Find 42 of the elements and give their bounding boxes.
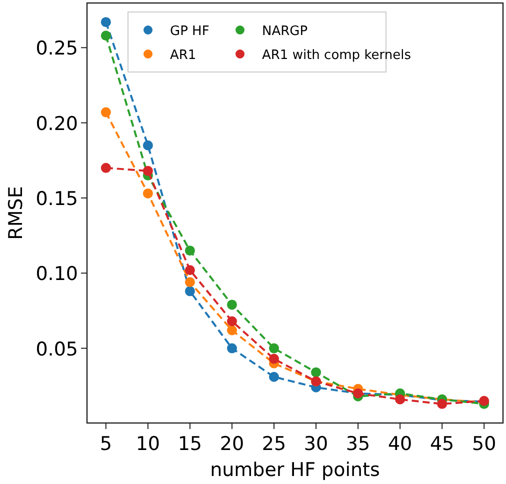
point: [226, 325, 237, 336]
point: [100, 17, 111, 28]
point: [395, 394, 406, 404]
x-tick-label: 20: [220, 433, 244, 455]
y-tick-label: 0.05: [36, 338, 78, 360]
point: [142, 166, 153, 176]
point: [226, 343, 237, 354]
point: [268, 354, 279, 364]
y-tick-label: 0.20: [36, 112, 78, 135]
legend-label: AR1 with comp kernels: [262, 48, 412, 63]
point: [184, 277, 195, 288]
point: [100, 162, 111, 173]
point: [100, 107, 111, 118]
x-tick-label: 10: [136, 433, 160, 455]
x-tick-label: 25: [262, 433, 286, 455]
legend-label: NARGP: [262, 24, 308, 39]
point: [268, 343, 279, 354]
x-tick-label: 5: [100, 433, 112, 455]
point: [184, 246, 195, 256]
point: [226, 316, 237, 326]
x-tick-label: 40: [388, 433, 412, 455]
x-tick-label: 50: [472, 433, 496, 455]
point: [311, 367, 322, 378]
x-tick-label: 35: [346, 433, 370, 455]
x-axis-title: number HF points: [210, 459, 380, 481]
point: [184, 286, 195, 296]
point: [226, 300, 237, 310]
legend-label: AR1: [170, 48, 196, 63]
legend-label: GP HF: [170, 24, 210, 39]
point: [100, 30, 111, 41]
x-tick-label: 45: [430, 433, 454, 455]
x-tick-label: 15: [178, 433, 202, 455]
point: [142, 140, 153, 150]
y-tick-label: 0.25: [36, 38, 78, 60]
x-tick-label: 30: [304, 433, 328, 455]
y-tick-label: 0.15: [36, 188, 78, 210]
y-tick-label: 0.10: [36, 263, 78, 286]
y-axis-title: RMSE: [5, 186, 27, 240]
point: [142, 188, 153, 198]
point: [437, 398, 448, 409]
point: [184, 265, 195, 276]
point: [268, 372, 279, 382]
